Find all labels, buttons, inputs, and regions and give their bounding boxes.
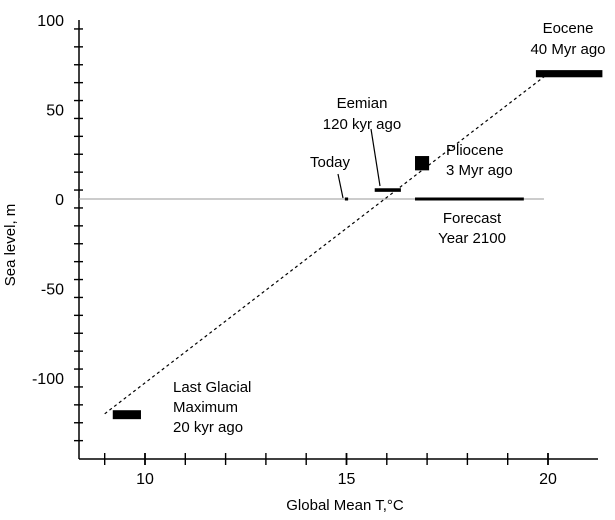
ticks: 100 50 0 -50 -100 10 15 20 bbox=[32, 13, 557, 488]
eemian-label-line: 120 kyr ago bbox=[323, 116, 401, 133]
data-marks bbox=[112, 70, 603, 420]
last-glacial-maximum-label: Last Glacial Maximum 20 kyr ago bbox=[173, 379, 251, 436]
eocene-label-line: 40 Myr ago bbox=[530, 41, 605, 58]
pliocene-label-line: Pliocene bbox=[446, 142, 504, 159]
pliocene-label: Pliocene 3 Myr ago bbox=[446, 142, 513, 179]
last-glacial-maximum-marker bbox=[112, 410, 141, 420]
axes bbox=[78, 20, 598, 460]
eemian-label-line: Eemian bbox=[337, 95, 388, 112]
last-glacial-maximum-label-line: 20 kyr ago bbox=[173, 419, 243, 436]
eocene-marker bbox=[535, 70, 603, 78]
y-tick-label: 100 bbox=[37, 13, 64, 30]
y-tick-label: -100 bbox=[32, 371, 64, 388]
today-label-line: Today bbox=[310, 154, 351, 171]
y-tick-label: 0 bbox=[55, 192, 64, 209]
y-axis-title: Sea level, m bbox=[2, 204, 19, 287]
forecast-label: Forecast Year 2100 bbox=[438, 210, 506, 247]
eemian-label: Eemian 120 kyr ago bbox=[323, 95, 401, 133]
x-tick-label: 10 bbox=[136, 471, 154, 488]
forecast-label-line: Year 2100 bbox=[438, 230, 506, 247]
x-tick-label: 20 bbox=[539, 471, 557, 488]
today-marker bbox=[344, 197, 349, 201]
x-tick-label: 15 bbox=[338, 471, 356, 488]
eocene-label-line: Eocene bbox=[543, 20, 594, 37]
today-label: Today bbox=[310, 154, 351, 171]
eemian-marker bbox=[374, 188, 401, 192]
eocene-label: Eocene 40 Myr ago bbox=[530, 20, 605, 58]
forecast-marker bbox=[415, 197, 524, 201]
x-axis-title: Global Mean T,°C bbox=[286, 497, 404, 514]
pliocene-label-line: 3 Myr ago bbox=[446, 162, 513, 179]
today-pointer bbox=[337, 173, 344, 199]
y-tick-label: -50 bbox=[41, 282, 64, 299]
last-glacial-maximum-label-line: Maximum bbox=[173, 399, 238, 416]
last-glacial-maximum-label-line: Last Glacial bbox=[173, 379, 251, 396]
pliocene-marker bbox=[415, 156, 430, 171]
annotations: Last Glacial Maximum 20 kyr ago Today Eemian… bbox=[173, 20, 606, 436]
y-tick-label: 50 bbox=[46, 103, 64, 120]
forecast-label-line: Forecast bbox=[443, 210, 502, 227]
eemian-pointer bbox=[370, 128, 381, 187]
